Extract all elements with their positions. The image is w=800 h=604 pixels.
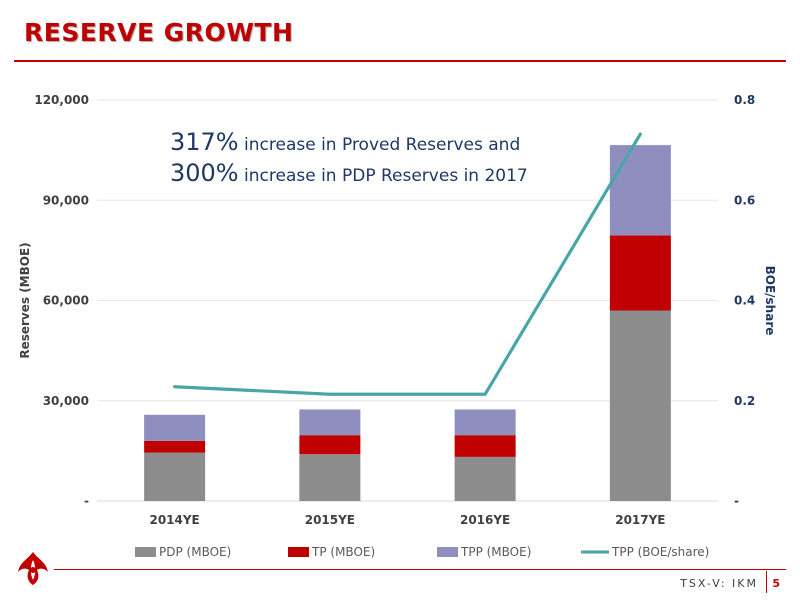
legend-label: PDP (MBOE) — [159, 545, 231, 559]
bar-pdp — [609, 310, 671, 501]
annotation-pdp-pct: 300% — [170, 159, 239, 187]
y-axis-title: Reserves (MBOE) — [18, 242, 32, 358]
x-tick-label: 2016YE — [460, 513, 510, 527]
y2-tick-label: 0.6 — [734, 193, 755, 207]
bar-pdp — [299, 454, 361, 501]
y2-tick-label: 0.4 — [734, 294, 755, 308]
footer-separator — [766, 571, 767, 593]
y2-tick-label: - — [734, 494, 739, 508]
page-number: 5 — [772, 577, 780, 590]
legend-label: TPP (MBOE) — [460, 545, 531, 559]
y-tick-label: 30,000 — [43, 394, 89, 408]
bar-tpp — [454, 409, 516, 436]
legend-swatch — [437, 547, 458, 557]
bar-tp — [454, 435, 516, 457]
annotation-proved-text: increase in Proved Reserves and — [238, 135, 521, 155]
y-tick-label: 120,000 — [34, 93, 89, 107]
chart-annotation: 317% increase in Proved Reserves and 300… — [170, 128, 528, 190]
bar-tpp — [144, 414, 206, 441]
slide-title: RESERVE GROWTH — [24, 18, 294, 47]
legend-swatch — [288, 547, 309, 557]
bar-pdp — [454, 456, 516, 501]
y-tick-label: 60,000 — [43, 294, 89, 308]
title-divider — [14, 60, 786, 62]
legend-swatch — [135, 547, 156, 557]
y-tick-label: 90,000 — [43, 193, 89, 207]
y-tick-label: - — [84, 494, 89, 508]
legend-label: TPP (BOE/share) — [611, 545, 709, 559]
y2-tick-label: 0.2 — [734, 394, 755, 408]
x-tick-label: 2015YE — [305, 513, 355, 527]
company-logo-icon — [18, 552, 48, 585]
legend-label: TP (MBOE) — [311, 545, 375, 559]
x-tick-label: 2014YE — [149, 513, 199, 527]
bar-tp — [299, 435, 361, 455]
annotation-pdp-text: increase in PDP Reserves in 2017 — [238, 166, 528, 186]
annotation-proved-pct: 317% — [170, 128, 239, 156]
bar-tp — [609, 235, 671, 311]
annotation-line-1: 317% increase in Proved Reserves and — [170, 128, 528, 159]
y2-tick-label: 0.8 — [734, 93, 755, 107]
bar-tpp — [609, 145, 671, 236]
x-tick-label: 2017YE — [615, 513, 665, 527]
bar-tp — [144, 440, 206, 453]
bar-tpp — [299, 409, 361, 436]
footer-divider — [54, 569, 786, 570]
annotation-line-2: 300% increase in PDP Reserves in 2017 — [170, 159, 528, 190]
line-tpp-boe-per-share — [173, 132, 642, 396]
y2-axis-title: BOE/share — [763, 266, 777, 336]
bar-pdp — [144, 452, 206, 501]
footer-ticker: TSX-V: IKM — [680, 577, 758, 590]
